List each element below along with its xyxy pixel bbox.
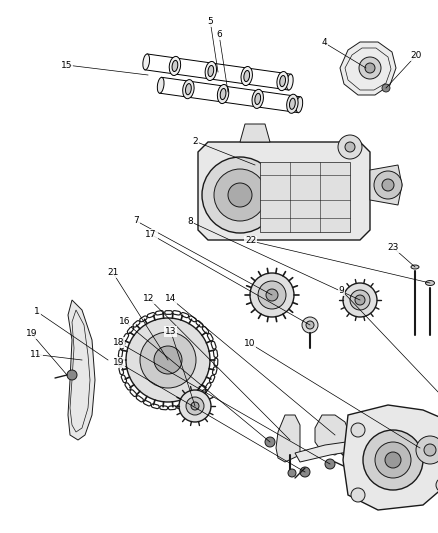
Circle shape <box>297 177 333 213</box>
Circle shape <box>287 167 343 223</box>
Circle shape <box>179 390 211 422</box>
Polygon shape <box>198 142 370 240</box>
Text: 7: 7 <box>133 216 139 225</box>
Circle shape <box>300 467 310 477</box>
Circle shape <box>258 281 286 309</box>
Ellipse shape <box>290 98 295 109</box>
Polygon shape <box>343 405 438 510</box>
Ellipse shape <box>287 94 298 114</box>
Circle shape <box>306 321 314 329</box>
Text: 23: 23 <box>388 244 399 252</box>
Ellipse shape <box>241 67 252 86</box>
Text: 19: 19 <box>113 358 124 367</box>
Circle shape <box>416 436 438 464</box>
Circle shape <box>307 187 323 203</box>
Ellipse shape <box>157 77 164 93</box>
Circle shape <box>345 142 355 152</box>
Circle shape <box>355 295 365 305</box>
Text: 19: 19 <box>26 329 37 338</box>
Circle shape <box>338 135 362 159</box>
Ellipse shape <box>220 88 226 100</box>
Circle shape <box>436 478 438 492</box>
Circle shape <box>302 317 318 333</box>
Circle shape <box>228 183 252 207</box>
Text: 15: 15 <box>61 61 72 69</box>
Circle shape <box>265 437 275 447</box>
Text: 10: 10 <box>244 339 255 348</box>
Ellipse shape <box>286 74 293 90</box>
Text: 12: 12 <box>143 294 155 303</box>
Text: 20: 20 <box>410 51 422 60</box>
Text: 17: 17 <box>145 230 157 239</box>
Ellipse shape <box>277 71 288 91</box>
Ellipse shape <box>280 76 286 87</box>
Ellipse shape <box>296 97 303 112</box>
Circle shape <box>375 442 411 478</box>
Polygon shape <box>260 162 350 232</box>
Circle shape <box>214 169 266 221</box>
Ellipse shape <box>183 79 194 99</box>
Polygon shape <box>276 415 300 462</box>
Ellipse shape <box>172 60 178 71</box>
Text: 22: 22 <box>245 237 256 245</box>
Text: 13: 13 <box>165 327 177 336</box>
Ellipse shape <box>425 280 434 286</box>
Circle shape <box>350 290 370 310</box>
Polygon shape <box>68 300 95 440</box>
Circle shape <box>288 469 296 477</box>
Text: 9: 9 <box>339 286 345 295</box>
Circle shape <box>351 488 365 502</box>
Ellipse shape <box>411 265 419 269</box>
Circle shape <box>359 57 381 79</box>
Circle shape <box>424 444 436 456</box>
Text: 1: 1 <box>34 308 40 316</box>
Circle shape <box>351 423 365 437</box>
Ellipse shape <box>186 84 191 95</box>
Text: 5: 5 <box>207 17 213 26</box>
Circle shape <box>343 283 377 317</box>
Circle shape <box>325 459 335 469</box>
Polygon shape <box>340 42 396 95</box>
Text: 21: 21 <box>107 269 119 277</box>
Circle shape <box>140 332 196 388</box>
Circle shape <box>186 397 204 415</box>
Circle shape <box>250 273 294 317</box>
Polygon shape <box>370 165 402 205</box>
Circle shape <box>191 402 199 410</box>
Text: 2: 2 <box>192 137 198 146</box>
Text: 14: 14 <box>165 294 177 303</box>
Circle shape <box>67 370 77 380</box>
Circle shape <box>348 460 356 468</box>
Ellipse shape <box>143 54 149 70</box>
Ellipse shape <box>255 93 261 104</box>
Ellipse shape <box>208 66 214 77</box>
Text: 11: 11 <box>30 350 42 359</box>
Circle shape <box>266 289 278 301</box>
Polygon shape <box>315 415 350 455</box>
Text: 18: 18 <box>113 338 124 346</box>
Circle shape <box>154 346 182 374</box>
Text: 6: 6 <box>216 30 222 38</box>
Circle shape <box>374 171 402 199</box>
Ellipse shape <box>217 85 229 103</box>
Circle shape <box>385 452 401 468</box>
Text: 16: 16 <box>119 318 131 326</box>
Ellipse shape <box>244 70 250 82</box>
Circle shape <box>382 179 394 191</box>
Circle shape <box>202 157 278 233</box>
Circle shape <box>365 63 375 73</box>
Circle shape <box>126 318 210 402</box>
Text: 4: 4 <box>321 38 327 47</box>
Ellipse shape <box>169 56 180 76</box>
Polygon shape <box>295 440 432 462</box>
Circle shape <box>382 84 390 92</box>
Polygon shape <box>240 124 270 142</box>
Circle shape <box>363 430 423 490</box>
Ellipse shape <box>252 90 263 108</box>
Text: 8: 8 <box>187 217 194 226</box>
Ellipse shape <box>205 61 216 80</box>
